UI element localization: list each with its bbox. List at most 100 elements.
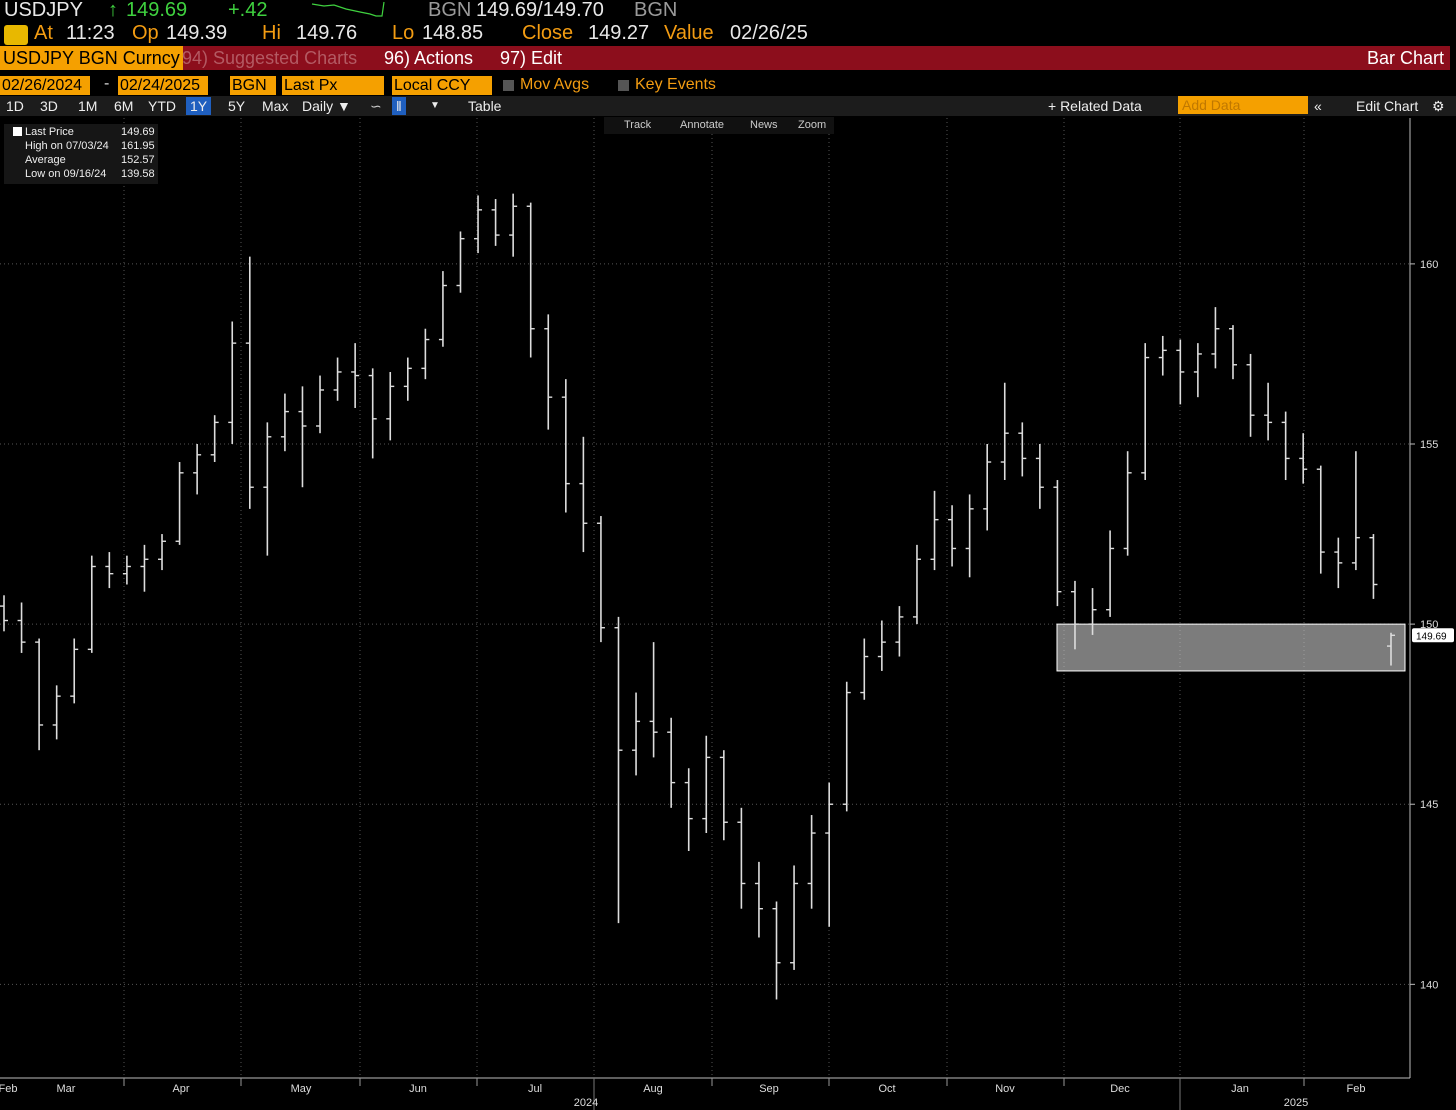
ohlc-bar bbox=[228, 321, 237, 445]
ohlc-bar bbox=[965, 494, 974, 578]
legend-value: 161.95 bbox=[121, 140, 155, 152]
chart-tool[interactable]: Annotate bbox=[680, 119, 725, 131]
ohlc-bar bbox=[140, 544, 149, 592]
ohlc-bar bbox=[1351, 451, 1360, 571]
collapse[interactable]: « bbox=[1314, 98, 1322, 114]
source: BGN bbox=[428, 0, 472, 21]
x-tick-label: Apr bbox=[172, 1083, 189, 1095]
year-label: 2025 bbox=[1284, 1097, 1308, 1109]
legend-swatch bbox=[13, 127, 22, 136]
label: Close bbox=[522, 22, 574, 44]
range-button[interactable]: 1M bbox=[78, 98, 98, 114]
x-tick-label: Mar bbox=[57, 1083, 76, 1095]
chart-tool[interactable]: Zoom bbox=[798, 119, 827, 131]
chart-tool[interactable]: Track bbox=[624, 119, 652, 131]
legend-name: Low on 09/16/24 bbox=[25, 168, 107, 180]
ohlc-bar bbox=[193, 444, 202, 495]
chart-kind: Bar Chart bbox=[1366, 48, 1444, 68]
security[interactable]: USDJPY BGN Curncy bbox=[0, 46, 183, 70]
ticker: USDJPY bbox=[4, 0, 83, 21]
checkbox[interactable] bbox=[503, 80, 514, 91]
menu-item[interactable]: 94) Suggested Charts bbox=[182, 48, 358, 68]
ohlc-bar bbox=[737, 807, 746, 909]
table[interactable]: Table bbox=[468, 98, 502, 114]
end-date[interactable]: 02/24/2025 bbox=[118, 76, 208, 95]
add-data[interactable]: Add Data bbox=[1178, 96, 1308, 114]
ohlc-bar bbox=[614, 616, 623, 924]
start-date[interactable]: 02/26/2024 bbox=[0, 76, 90, 95]
ohlc-bar bbox=[754, 861, 763, 938]
close: 149.27 bbox=[588, 22, 650, 44]
ohlc-bar bbox=[1387, 632, 1395, 666]
ohlc-bar bbox=[280, 393, 289, 452]
ohlc-bar bbox=[386, 371, 395, 441]
ohlc-bar bbox=[702, 735, 711, 834]
ohlc-bar bbox=[1264, 382, 1273, 441]
currency[interactable]: Local CCY bbox=[392, 76, 492, 95]
period-label: Daily bbox=[302, 98, 334, 114]
source: BGN bbox=[634, 0, 678, 21]
y-tick-label: 145 bbox=[1420, 799, 1438, 811]
edit-chart[interactable]: Edit Chart bbox=[1356, 98, 1419, 114]
field[interactable]: Last Px bbox=[282, 76, 384, 95]
range-button[interactable]: 1D bbox=[6, 98, 24, 114]
source[interactable]: BGN bbox=[230, 76, 276, 95]
ohlc-bar bbox=[210, 415, 219, 463]
ohlc-bar bbox=[1246, 353, 1255, 437]
ohlc-bar bbox=[1035, 444, 1044, 509]
x-tick-label: Feb bbox=[0, 1083, 17, 1095]
mov-avgs[interactable]: Mov Avgs bbox=[520, 76, 590, 93]
menu-item[interactable]: 96) Actions bbox=[384, 48, 474, 68]
ohlc-bar bbox=[667, 717, 676, 808]
range-button[interactable]: YTD bbox=[148, 98, 176, 114]
ohlc-bar bbox=[1228, 325, 1237, 380]
range-button[interactable]: 1Y bbox=[186, 97, 212, 115]
label: Hi bbox=[262, 22, 281, 44]
ohlc-bar bbox=[474, 195, 483, 254]
ohlc-bar bbox=[351, 343, 360, 408]
line-icon[interactable]: ∽ bbox=[370, 98, 382, 114]
ohlc-bar bbox=[825, 782, 834, 927]
low: 148.85 bbox=[422, 22, 484, 44]
ohlc-bar bbox=[772, 901, 781, 1000]
related-data[interactable]: + Related Data bbox=[1048, 98, 1142, 114]
year-label: 2024 bbox=[574, 1097, 598, 1109]
bar-icon[interactable]: ‖ bbox=[392, 97, 406, 115]
settings-row: 02/26/2024 - 02/24/2025 BGN Last Px Loca… bbox=[0, 75, 1456, 96]
ohlc-bar bbox=[719, 750, 728, 841]
x-tick-label: Oct bbox=[878, 1083, 895, 1095]
menu-item[interactable]: 97) Edit bbox=[500, 48, 563, 68]
menu-bar: USDJPY BGN Curncy 94) Suggested Charts 9… bbox=[0, 46, 1450, 70]
ohlc-bar bbox=[158, 534, 167, 571]
range-button[interactable]: 6M bbox=[114, 98, 134, 114]
value-date: 02/26/25 bbox=[730, 22, 808, 44]
ohlc-bar bbox=[1334, 537, 1343, 589]
ohlc-bar bbox=[175, 462, 184, 545]
sparkline bbox=[311, 1, 385, 17]
y-tick-label: 160 bbox=[1420, 259, 1438, 271]
ohlc-bar bbox=[1000, 382, 1009, 481]
ohlc-bar bbox=[316, 375, 325, 434]
legend-value: 149.69 bbox=[121, 126, 155, 138]
ohlc-bar bbox=[561, 379, 570, 513]
ohlc-bar bbox=[263, 422, 272, 556]
ohlc-bar bbox=[245, 256, 254, 509]
chart-tool[interactable]: News bbox=[750, 119, 778, 131]
ohlc-bar bbox=[895, 606, 904, 657]
ohlc-bar bbox=[526, 202, 535, 358]
checkbox[interactable] bbox=[618, 80, 629, 91]
ohlc-bar bbox=[70, 638, 79, 704]
dropdown[interactable]: ▼ bbox=[430, 100, 440, 111]
legend-value: 139.58 bbox=[121, 168, 155, 180]
ohlc-bar bbox=[1299, 433, 1308, 484]
range-button[interactable]: Max bbox=[262, 98, 289, 114]
range-button[interactable]: 3D bbox=[40, 98, 58, 114]
settings-gear[interactable]: ⚙ bbox=[1432, 98, 1445, 114]
ohlc-bar bbox=[1141, 343, 1150, 481]
range-button[interactable]: 5Y bbox=[228, 98, 246, 114]
ohlc-bar bbox=[105, 552, 114, 589]
x-tick-label: Dec bbox=[1110, 1083, 1130, 1095]
key-events[interactable]: Key Events bbox=[635, 76, 716, 93]
x-tick-label: Jan bbox=[1231, 1083, 1249, 1095]
period[interactable]: Daily ▼ bbox=[302, 98, 351, 114]
